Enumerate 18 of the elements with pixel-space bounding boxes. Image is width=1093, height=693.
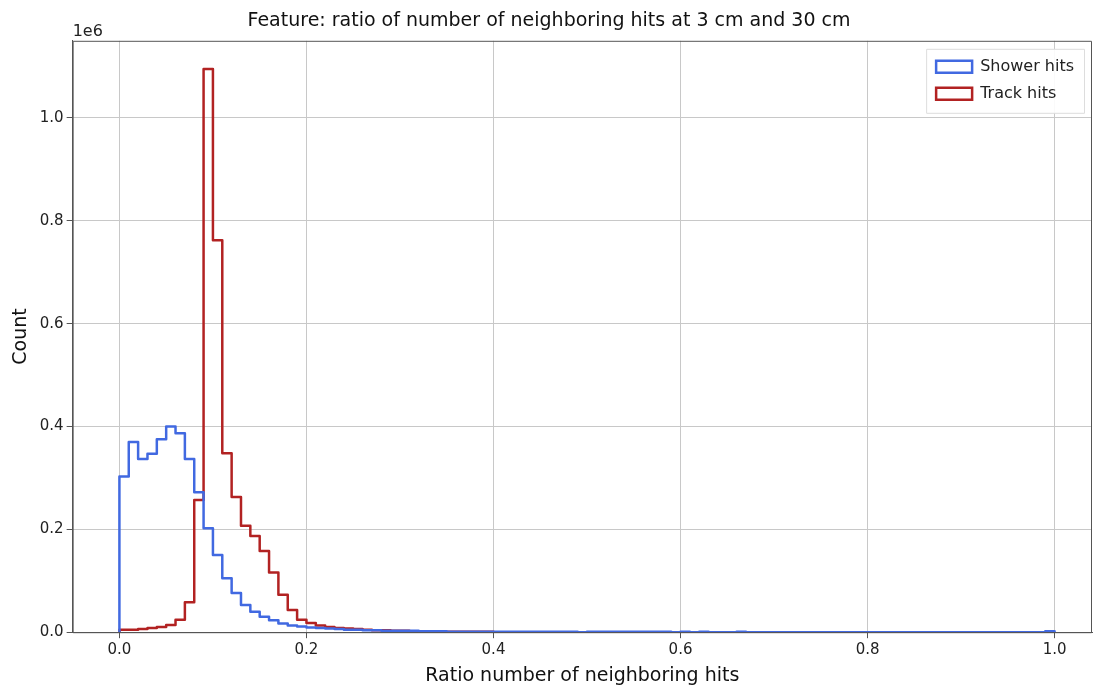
legend-label: Track hits	[979, 82, 1057, 102]
y-tick-label: 0.0	[39, 622, 64, 641]
y-tick-label: 1.0	[39, 107, 64, 126]
x-tick-label: 0.2	[294, 640, 319, 659]
y-tick-label: 0.2	[39, 519, 64, 538]
y-axis-title: Count	[8, 308, 31, 365]
x-tick-label: 1.0	[1042, 640, 1067, 659]
legend-label: Shower hits	[980, 55, 1074, 75]
y-tick-label: 0.6	[39, 313, 64, 332]
x-axis-title: Ratio number of neighboring hits	[425, 662, 740, 685]
x-tick-label: 0.4	[481, 640, 506, 659]
x-tick-label: 0.0	[107, 640, 132, 659]
x-tick-label: 0.6	[668, 640, 693, 659]
y-tick-label: 0.4	[39, 416, 64, 435]
text: 1e6	[72, 20, 103, 40]
x-tick-label: 0.8	[855, 640, 880, 659]
chart-title: Feature: ratio of number of neighboring hits at 3 cm and 30 cm	[247, 8, 851, 31]
y-tick-label: 0.8	[39, 210, 64, 229]
